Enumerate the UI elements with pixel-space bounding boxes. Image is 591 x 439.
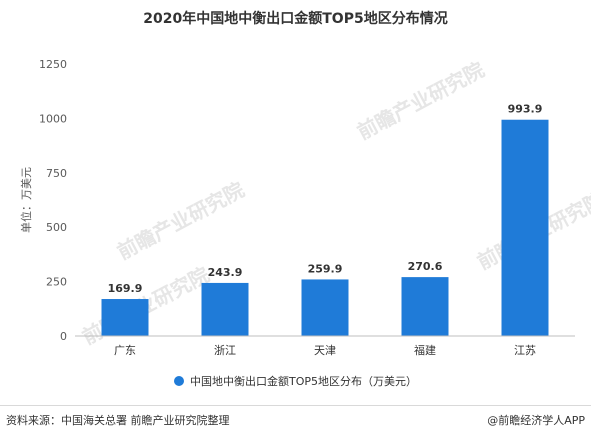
y-axis-title: 单位：万美元 (19, 167, 33, 233)
legend-marker (173, 376, 184, 386)
bar (101, 299, 149, 336)
bar (401, 277, 449, 336)
data-labels: 169.9 243.9 259.9 270.6 993.9 (108, 103, 543, 295)
x-tick-label: 广东 (114, 344, 136, 357)
y-tick-label: 1000 (39, 112, 67, 125)
y-tick-label: 500 (46, 221, 67, 234)
bars (101, 119, 549, 337)
x-tick-label: 天津 (314, 344, 336, 357)
bar-value-label: 259.9 (308, 262, 343, 275)
y-tick-label: 1250 (39, 58, 67, 71)
x-tick-label: 浙江 (214, 344, 236, 357)
y-axis-ticks: 0 250 500 750 1000 1250 (39, 58, 67, 343)
bar-value-label: 270.6 (408, 260, 443, 273)
legend-label: 中国地中衡出口金额TOP5地区分布（万美元） (189, 375, 417, 388)
source-text: 资料来源：中国海关总署 前瞻产业研究院整理 (6, 414, 230, 427)
bar-value-label: 243.9 (208, 266, 243, 279)
bar-chart: 0 250 500 750 1000 1250 169.9 243.9 259.9 270.6 9… (19, 58, 575, 357)
bar (201, 282, 249, 336)
bar-value-label: 169.9 (108, 282, 143, 295)
x-axis-labels: 广东 浙江 天津 福建 江苏 (114, 343, 536, 357)
y-tick-label: 250 (46, 276, 67, 289)
x-tick-label: 福建 (414, 343, 436, 357)
footer: 资料来源：中国海关总署 前瞻产业研究院整理 @前瞻经济学人APP (0, 405, 591, 439)
y-tick-label: 0 (60, 330, 67, 343)
y-tick-label: 750 (46, 167, 67, 180)
bar (501, 119, 549, 337)
x-tick-label: 江苏 (514, 344, 536, 357)
bar (301, 279, 349, 336)
chart-title: 2020年中国地中衡出口金额TOP5地区分布情况 (143, 11, 448, 27)
legend: 中国地中衡出口金额TOP5地区分布（万美元） (0, 373, 591, 389)
credit-text: @前瞻经济学人APP (487, 414, 585, 427)
bar-value-label: 993.9 (508, 103, 543, 116)
